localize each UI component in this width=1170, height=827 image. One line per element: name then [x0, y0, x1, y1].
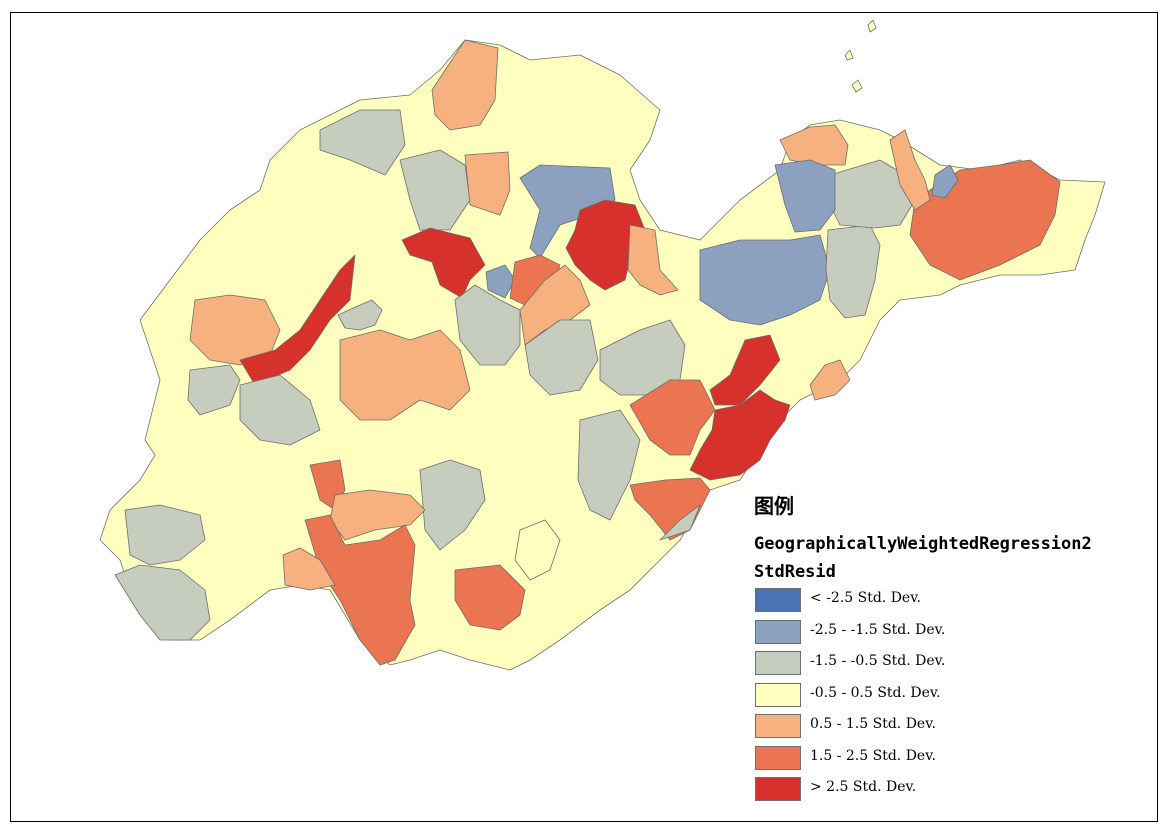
map-region-qingdao-red-2: [689, 389, 791, 481]
legend-layer-name: GeographicallyWeightedRegression2: [754, 534, 1092, 554]
legend-swatch: [755, 682, 801, 707]
legend-item: -0.5 - 0.5 Std. Dev.: [754, 682, 1154, 709]
map-region-southeast-gray: [114, 564, 211, 641]
map-region-north-blue: [519, 164, 616, 259]
map-region-west-orange: [339, 329, 471, 421]
map-region-south-gray: [659, 504, 701, 541]
legend-item: -1.5 - -0.5 Std. Dev.: [754, 651, 1154, 677]
map-region-jinan-red: [401, 227, 486, 299]
legend-label: 0.5 - 1.5 Std. Dev.: [810, 716, 936, 732]
map-region-south-coral: [629, 379, 716, 456]
map-region-central-gray-2: [524, 319, 599, 396]
legend-item: -2.5 - -1.5 Std. Dev.: [754, 619, 1154, 646]
map-region-center-blue: [485, 264, 516, 299]
legend-label: -1.5 - -0.5 Std. Dev.: [810, 653, 946, 669]
map-region-center-red: [565, 199, 646, 291]
legend-item: > 2.5 Std. Dev.: [754, 777, 1154, 803]
map-region-southwest-gray: [124, 504, 206, 566]
map-region-island: [867, 19, 877, 33]
map-region-south-orange: [809, 359, 851, 401]
map-region-northwest-gray: [319, 109, 406, 176]
map-region-weihai-orange: [889, 129, 931, 211]
legend-item: 1.5 - 2.5 Std. Dev.: [754, 745, 1154, 772]
map-region-weihai-blue: [774, 159, 836, 233]
map-region-qingdao-blue: [931, 164, 959, 199]
map-region-north-orange-2: [464, 151, 511, 216]
map-region-southwest-orange: [282, 547, 336, 591]
legend-item: < -2.5 Std. Dev.: [754, 588, 1154, 614]
map-region-north-gray: [399, 149, 471, 231]
map-region-central-gray: [454, 284, 521, 366]
map-region-island: [514, 519, 561, 581]
legend-label: < -2.5 Std. Dev.: [810, 590, 921, 606]
legend-label: -2.5 - -1.5 Std. Dev.: [810, 621, 946, 638]
legend-swatch: [755, 714, 801, 738]
map-region-yantai-orange: [779, 124, 849, 166]
legend-swatch: [755, 588, 801, 612]
legend-swatch: [755, 651, 801, 675]
map-region-east-blue: [699, 234, 831, 326]
map-region-linyi-coral: [454, 564, 526, 631]
legend-label: -0.5 - 0.5 Std. Dev.: [810, 684, 941, 701]
legend-label: > 2.5 Std. Dev.: [810, 779, 917, 795]
map-region-north-orange: [431, 39, 499, 131]
legend-item: 0.5 - 1.5 Std. Dev.: [754, 714, 1154, 740]
map-region-south-gray-2: [577, 409, 641, 521]
map-region-east-gray-2: [825, 224, 881, 319]
legend-label: 1.5 - 2.5 Std. Dev.: [810, 747, 936, 764]
legend: 图例 GeographicallyWeightedRegression2 Std…: [754, 490, 1154, 801]
map-region-linyi-coral-3: [304, 514, 416, 666]
map-region-center-orange-2: [627, 224, 679, 296]
map-region-island: [844, 49, 854, 61]
map-region-west-red: [239, 254, 356, 386]
legend-swatch: [755, 745, 801, 770]
legend-field-name: StdResid: [754, 562, 836, 582]
legend-title: 图例: [754, 494, 794, 518]
map-region-west-gray-2: [187, 364, 241, 416]
map-region-island: [851, 79, 863, 93]
map-region-west-gray: [337, 299, 383, 331]
map-region-east-gray: [239, 374, 321, 446]
legend-swatch: [755, 619, 801, 644]
legend-swatch: [755, 777, 801, 801]
map-region-south-gray-3: [419, 459, 486, 551]
